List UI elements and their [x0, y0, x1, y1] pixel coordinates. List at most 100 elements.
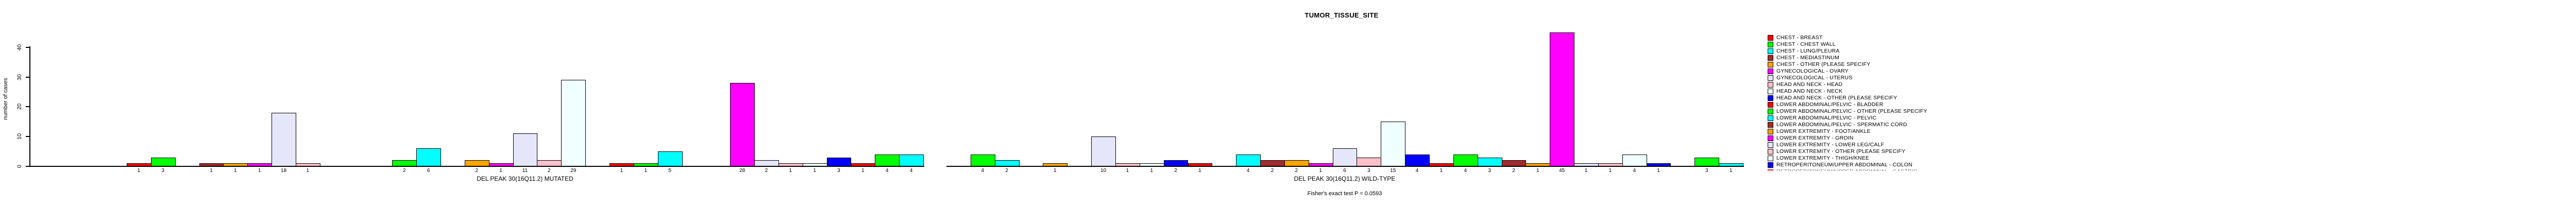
- bar-value-label: 3: [1367, 168, 1370, 174]
- bar: [1236, 154, 1261, 166]
- bar-value-label: 2: [548, 168, 551, 174]
- legend-label: LOWER ABDOMINAL/PELVIC - PELVIC: [1776, 115, 1877, 121]
- bar: [1501, 160, 1527, 166]
- bar: [970, 154, 995, 166]
- legend-swatch: [1768, 115, 1773, 121]
- bar: [994, 160, 1020, 166]
- bar: [1139, 163, 1164, 166]
- y-axis-tick: [26, 166, 29, 167]
- bar-value-label: 4: [981, 168, 985, 174]
- bar: [416, 148, 442, 166]
- bar: [1574, 163, 1599, 166]
- legend-label: LOWER ABDOMINAL/PELVIC - BLADDER: [1776, 101, 1884, 108]
- legend-swatch: [1768, 35, 1773, 41]
- bar-value-label: 29: [570, 168, 577, 174]
- legend-swatch: [1768, 156, 1773, 161]
- bar-value-label: 1: [234, 168, 237, 174]
- bar-value-label: 18: [280, 168, 287, 174]
- legend-label: HEAD AND NECK - OTHER (PLEASE SPECIFY: [1776, 95, 1897, 101]
- y-axis-tick: [26, 76, 29, 78]
- legend-swatch: [1768, 62, 1773, 67]
- bar: [537, 160, 562, 166]
- bar: [1646, 163, 1671, 166]
- bar: [1357, 158, 1382, 166]
- bar-value-label: 3: [837, 168, 840, 174]
- bar-value-label: 6: [1343, 168, 1346, 174]
- bar: [1719, 163, 1744, 166]
- legend-label: LOWER EXTREMITY - GROIN: [1776, 135, 1854, 141]
- y-axis-line: [29, 46, 30, 167]
- y-axis-tick-label: 40: [16, 44, 23, 50]
- bar-value-label: 2: [475, 168, 479, 174]
- bar-value-label: 2: [1512, 168, 1515, 174]
- legend-label: LOWER EXTREMITY - LOWER LEG/CALF: [1776, 142, 1885, 148]
- bar-value-label: 1: [210, 168, 213, 174]
- bar-value-label: 15: [1390, 168, 1396, 174]
- legend-swatch: [1768, 68, 1773, 74]
- bar-value-label: 1: [1150, 168, 1153, 174]
- bar-value-label: 1: [258, 168, 261, 174]
- bar-value-label: 1: [1198, 168, 1201, 174]
- legend-label: GYNECOLOGICAL - UTERUS: [1776, 75, 1853, 81]
- bar-value-label: 1: [306, 168, 310, 174]
- legend-label: LOWER EXTREMITY - OTHER (PLEASE SPECIFY: [1776, 148, 1906, 154]
- legend-label: RETROPERITONEUM/UPPER ABDOMINAL - GASTRI…: [1776, 169, 1918, 171]
- legend-swatch: [1768, 109, 1773, 114]
- bar-value-label: 4: [1415, 168, 1419, 174]
- legend-swatch: [1768, 149, 1773, 154]
- bar: [754, 160, 779, 166]
- bar: [899, 154, 924, 166]
- bar: [1429, 163, 1454, 166]
- bar: [1405, 154, 1430, 166]
- legend-swatch: [1768, 48, 1773, 54]
- legend-swatch: [1768, 75, 1773, 81]
- bar: [223, 163, 248, 166]
- x-group-label-wildtype: DEL PEAK 30(16Q11.2) WILD-TYPE: [1294, 175, 1396, 182]
- bar: [1115, 163, 1140, 166]
- bar-value-label: 45: [1559, 168, 1565, 174]
- bar-value-label: 10: [1100, 168, 1107, 174]
- bar: [633, 163, 658, 166]
- y-axis-label: number of cases: [3, 78, 9, 120]
- y-axis-tick-label: 20: [16, 104, 23, 110]
- bar-value-label: 2: [1295, 168, 1298, 174]
- bar: [1550, 32, 1575, 166]
- bar-value-label: 11: [522, 168, 528, 174]
- bar: [1308, 163, 1333, 166]
- legend-swatch: [1768, 129, 1773, 134]
- legend-swatch: [1768, 95, 1773, 101]
- bar-value-label: 1: [620, 168, 623, 174]
- legend-swatch: [1768, 162, 1773, 168]
- bar-value-label: 1: [1608, 168, 1612, 174]
- legend-swatch: [1768, 102, 1773, 108]
- bar-value-label: 1: [644, 168, 648, 174]
- bar: [488, 163, 514, 166]
- x-axis-baseline: [29, 166, 924, 167]
- legend-label: CHEST - BREAST: [1776, 35, 1823, 41]
- legend-label: HEAD AND NECK - HEAD: [1776, 81, 1843, 88]
- legend-clipped-row-wrapper: RETROPERITONEUM/UPPER ABDOMINAL - GASTRI…: [1768, 168, 1984, 171]
- legend-swatch: [1768, 135, 1773, 141]
- bar-value-label: 1: [813, 168, 816, 174]
- legend-swatch: [1768, 169, 1773, 171]
- legend-label: CHEST - MEDIASTINUM: [1776, 55, 1840, 61]
- bar: [561, 80, 586, 166]
- bar-value-label: 2: [402, 168, 406, 174]
- bar-value-label: 1: [1054, 168, 1057, 174]
- bar: [1163, 160, 1189, 166]
- bar: [730, 83, 755, 166]
- legend-swatch: [1768, 55, 1773, 61]
- bar: [127, 163, 151, 166]
- fisher-test-annotation: Fisher's exact test P = 0.0593: [1307, 191, 1382, 197]
- bar-value-label: 1: [861, 168, 865, 174]
- bar: [295, 163, 320, 166]
- bar: [1091, 136, 1116, 166]
- bar: [1526, 163, 1551, 166]
- bar: [875, 154, 900, 166]
- y-axis-tick: [26, 46, 29, 48]
- bar: [1598, 163, 1623, 166]
- bar-value-label: 1: [789, 168, 792, 174]
- bar: [1260, 160, 1285, 166]
- bar: [1381, 122, 1406, 166]
